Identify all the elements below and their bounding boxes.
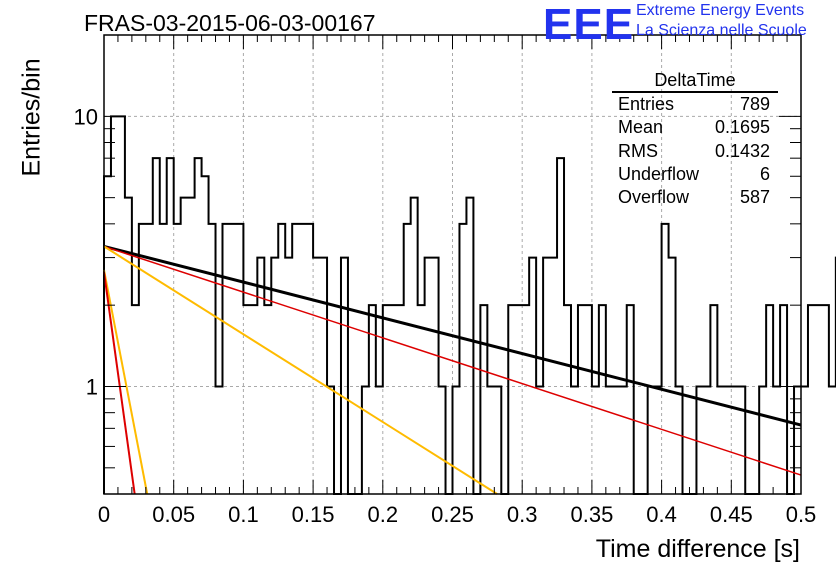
x-tick-label: 0.25 bbox=[431, 502, 474, 527]
stats-box: DeltaTime Entries 789 Mean 0.1695 RMS 0.143… bbox=[612, 70, 778, 209]
x-axis-label: Time difference [s] bbox=[595, 535, 800, 563]
x-tick-label: 0.35 bbox=[570, 502, 613, 527]
x-tick-label: 0.4 bbox=[646, 502, 677, 527]
histogram-outline bbox=[103, 115, 836, 495]
fit-curve bbox=[103, 244, 802, 427]
stats-label: Underflow bbox=[618, 163, 700, 184]
x-tick-label: 0.2 bbox=[368, 502, 399, 527]
stats-row: Underflow 6 bbox=[612, 163, 778, 186]
stats-row: RMS 0.1432 bbox=[612, 140, 778, 163]
x-tick-label: 0 bbox=[98, 502, 110, 527]
x-tick-label: 0.1 bbox=[228, 502, 259, 527]
x-tick-label: 0.3 bbox=[507, 502, 538, 527]
fit-curve bbox=[103, 245, 802, 476]
axes: 0 0.05 0.1 0.15 0.2 0.25 0.3 0.35 0.4 0.45 0.5 1 10 bbox=[74, 34, 817, 527]
stats-value: 587 bbox=[739, 187, 770, 208]
stats-label: Overflow bbox=[618, 187, 690, 208]
y-axis-label: Entries/bin bbox=[17, 58, 46, 177]
stats-row: Mean 0.1695 bbox=[612, 116, 778, 139]
x-tick-label: 0.5 bbox=[786, 502, 817, 527]
stats-value: 0.1432 bbox=[714, 140, 770, 161]
fit-curves bbox=[103, 244, 802, 495]
stats-label: RMS bbox=[618, 140, 658, 161]
stats-value: 0.1695 bbox=[714, 117, 770, 138]
logo-line-1: Extreme Energy Events bbox=[636, 2, 805, 19]
x-tick-label: 0.05 bbox=[152, 502, 195, 527]
stats-row: Overflow 587 bbox=[612, 186, 778, 209]
y-tick-label: 10 bbox=[74, 104, 98, 129]
stats-value: 6 bbox=[759, 163, 770, 184]
stats-row: Entries 789 bbox=[612, 93, 778, 116]
fit-curve bbox=[103, 269, 149, 495]
y-tick-label: 1 bbox=[86, 374, 98, 399]
fit-curve bbox=[103, 272, 136, 495]
logo-line-2: La Scienza nelle Scuole bbox=[636, 22, 807, 39]
x-tick-label: 0.45 bbox=[710, 502, 753, 527]
eee-logo: EEE bbox=[543, 0, 635, 49]
x-tick-label: 0.15 bbox=[292, 502, 335, 527]
stats-label: Entries bbox=[618, 94, 675, 114]
stats-label: Mean bbox=[618, 117, 664, 138]
stats-title: DeltaTime bbox=[612, 70, 778, 93]
fit-curve bbox=[103, 245, 498, 495]
chart-title: FRAS-03-2015-06-03-00167 bbox=[84, 10, 376, 36]
stats-value: 789 bbox=[739, 94, 770, 114]
histogram bbox=[103, 115, 836, 495]
